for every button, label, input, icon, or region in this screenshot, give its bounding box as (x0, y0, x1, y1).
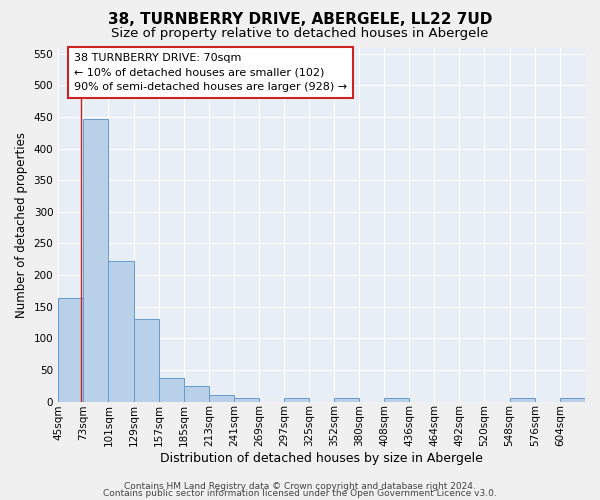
Bar (209, 394, 234, 402)
Bar (509, 398, 535, 402)
Bar (109, 261, 134, 402)
Bar (334, 398, 359, 402)
Bar (384, 398, 409, 402)
Bar (560, 398, 585, 402)
Text: 38, TURNBERRY DRIVE, ABERGELE, LL22 7UD: 38, TURNBERRY DRIVE, ABERGELE, LL22 7UD (108, 12, 492, 28)
Bar (234, 398, 259, 402)
X-axis label: Distribution of detached houses by size in Abergele: Distribution of detached houses by size … (160, 452, 483, 465)
Bar (284, 398, 310, 402)
Bar (58, 298, 83, 402)
Text: Contains HM Land Registry data © Crown copyright and database right 2024.: Contains HM Land Registry data © Crown c… (124, 482, 476, 491)
Bar (134, 320, 158, 402)
Bar (83, 119, 109, 402)
Bar (184, 386, 209, 402)
Text: Contains public sector information licensed under the Open Government Licence v3: Contains public sector information licen… (103, 488, 497, 498)
Text: Size of property relative to detached houses in Abergele: Size of property relative to detached ho… (112, 28, 488, 40)
Text: 38 TURNBERRY DRIVE: 70sqm
← 10% of detached houses are smaller (102)
90% of semi: 38 TURNBERRY DRIVE: 70sqm ← 10% of detac… (74, 53, 347, 92)
Y-axis label: Number of detached properties: Number of detached properties (15, 132, 28, 318)
Bar (158, 378, 184, 402)
